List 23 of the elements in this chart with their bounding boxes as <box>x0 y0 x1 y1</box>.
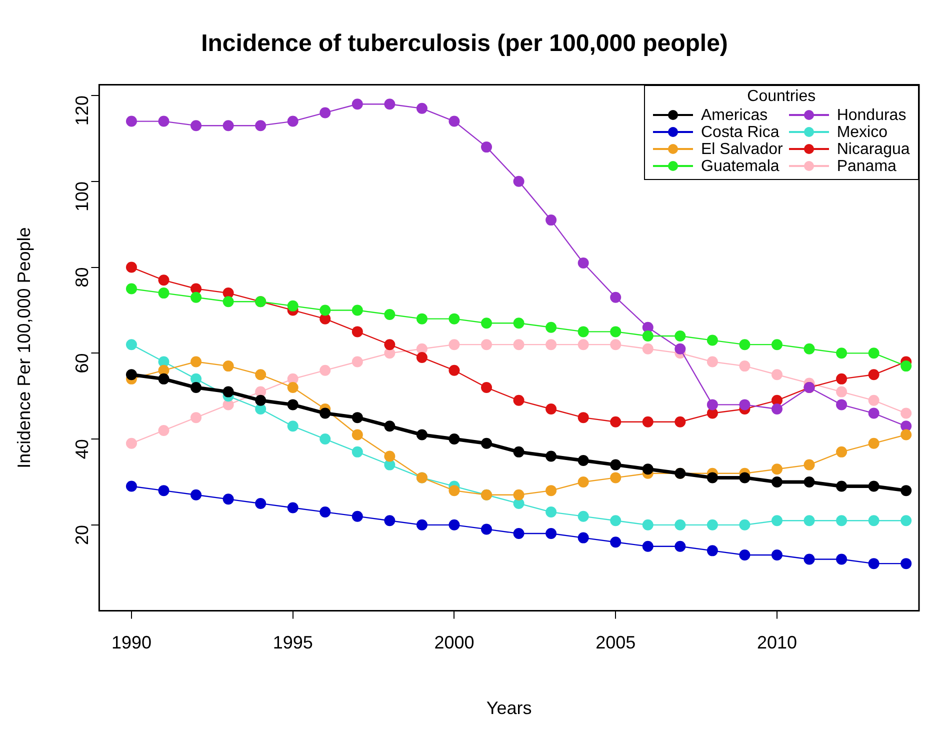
y-tick-label: 40 <box>72 439 92 460</box>
x-tick-label: 2005 <box>596 632 636 653</box>
y-tick-label: 60 <box>72 353 92 374</box>
x-tick-label: 2010 <box>756 632 798 653</box>
chart-title: Incidence of tuberculosis (per 100,000 people) <box>201 30 728 58</box>
y-tick-label: 80 <box>72 267 92 288</box>
legend-label: Panama <box>836 158 896 175</box>
x-tick-label: 1990 <box>111 632 152 653</box>
legend-label: Costa Rica <box>701 124 780 141</box>
legend-label: El Salvador <box>701 140 783 158</box>
x-axis-title: Years <box>486 698 532 718</box>
legend-label: Americas <box>701 106 768 124</box>
y-tick-label: 20 <box>72 524 92 545</box>
legend-label: Mexico <box>836 124 888 141</box>
legend-label: Nicaragua <box>836 140 910 158</box>
legend-label: Honduras <box>836 106 906 124</box>
x-tick-label: 1995 <box>272 632 313 653</box>
y-tick-label: 120 <box>72 96 92 126</box>
y-axis-title: Incidence Per 100,000 People <box>14 227 34 468</box>
x-tick-label: 2000 <box>434 632 474 653</box>
legend-label: Guatemala <box>701 158 780 175</box>
legend-title: Countries <box>746 88 817 105</box>
y-tick-label: 100 <box>72 181 92 212</box>
